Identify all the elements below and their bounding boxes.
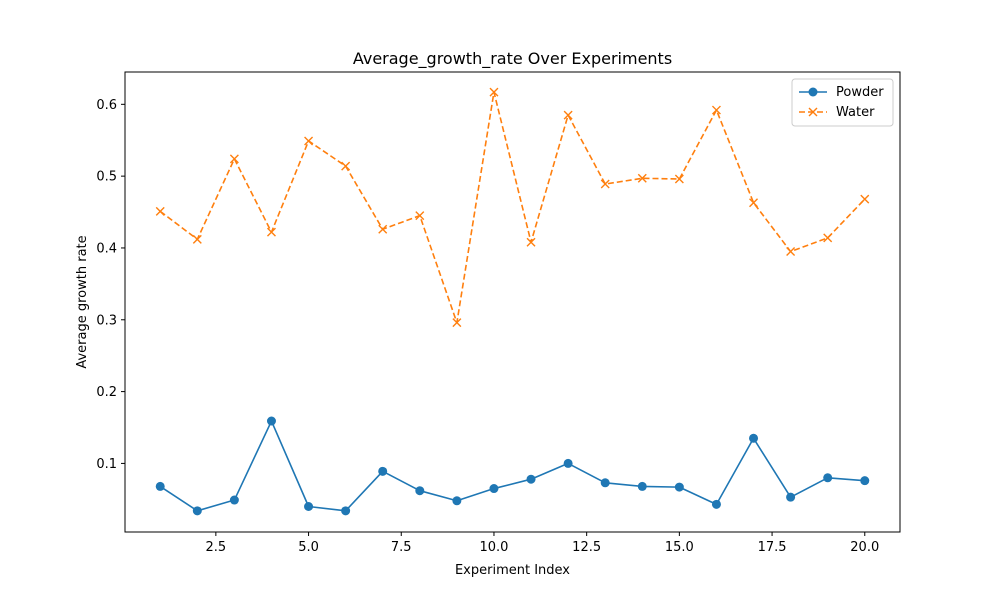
data-point-powder <box>637 481 647 491</box>
data-point-water <box>786 247 796 257</box>
series-line-powder <box>159 420 865 512</box>
x-tick-label: 12.5 <box>572 540 601 555</box>
data-point-water <box>415 211 425 221</box>
data-point-water <box>304 136 314 146</box>
data-point-water <box>266 227 276 237</box>
x-tick-label: 5.0 <box>298 540 319 555</box>
x-tick-label: 2.5 <box>206 540 227 555</box>
data-point-water <box>860 194 870 204</box>
data-point-powder <box>155 481 165 491</box>
data-point-powder <box>304 502 314 512</box>
legend-marker-water <box>808 107 818 117</box>
x-tick-label: 10.0 <box>479 540 508 555</box>
data-point-powder <box>266 416 276 426</box>
x-axis: 2.5 5.0 7.5 10.0 12.5 15.0 17.5 20.0 <box>206 532 879 555</box>
data-point-powder <box>192 506 202 516</box>
data-point-water <box>452 318 462 328</box>
series-layer <box>155 87 870 516</box>
y-axis: 0.1 0.2 0.3 0.4 0.5 0.6 <box>96 98 125 472</box>
data-point-water <box>711 105 721 115</box>
data-point-water <box>229 154 239 164</box>
data-point-powder <box>378 466 388 476</box>
y-tick-label: 0.3 <box>96 313 117 328</box>
data-point-water <box>600 179 610 189</box>
data-point-powder <box>229 495 239 505</box>
y-tick-label: 0.2 <box>96 385 117 400</box>
data-point-powder <box>711 499 721 509</box>
y-tick-label: 0.6 <box>96 98 117 113</box>
data-point-powder <box>823 473 833 483</box>
data-point-water <box>341 161 351 171</box>
data-point-powder <box>860 476 870 486</box>
data-point-powder <box>674 482 684 492</box>
data-point-powder <box>786 492 796 502</box>
legend: Powder Water <box>791 78 894 127</box>
data-point-powder <box>341 506 351 516</box>
legend-marker-powder <box>808 87 818 97</box>
y-axis-label: Average growth rate <box>75 235 90 368</box>
chart-title: Average_growth_rate Over Experiments <box>353 49 672 69</box>
x-tick-label: 7.5 <box>391 540 412 555</box>
data-point-powder <box>749 433 759 443</box>
x-tick-label: 20.0 <box>850 540 879 555</box>
data-point-water <box>674 174 684 184</box>
data-point-powder <box>489 484 499 494</box>
data-point-water <box>526 237 536 247</box>
legend-label-powder: Powder <box>836 85 884 100</box>
data-point-powder <box>526 474 536 484</box>
data-point-water <box>155 206 165 216</box>
x-tick-label: 15.0 <box>665 540 694 555</box>
x-tick-label: 17.5 <box>758 540 787 555</box>
legend-label-water: Water <box>836 105 875 120</box>
data-point-water <box>563 110 573 120</box>
plot-frame <box>124 71 901 533</box>
y-tick-label: 0.1 <box>96 457 117 472</box>
data-point-powder <box>563 458 573 468</box>
data-point-powder <box>600 478 610 488</box>
y-tick-label: 0.5 <box>96 170 117 185</box>
data-point-water <box>489 87 499 97</box>
y-tick-label: 0.4 <box>96 241 117 256</box>
data-point-water <box>823 233 833 243</box>
x-axis-label: Experiment Index <box>455 563 570 578</box>
data-point-water <box>378 224 388 234</box>
data-point-water <box>192 234 202 244</box>
data-point-powder <box>452 496 462 506</box>
data-point-water <box>749 198 759 208</box>
data-point-water <box>637 173 647 183</box>
data-point-powder <box>415 486 425 496</box>
